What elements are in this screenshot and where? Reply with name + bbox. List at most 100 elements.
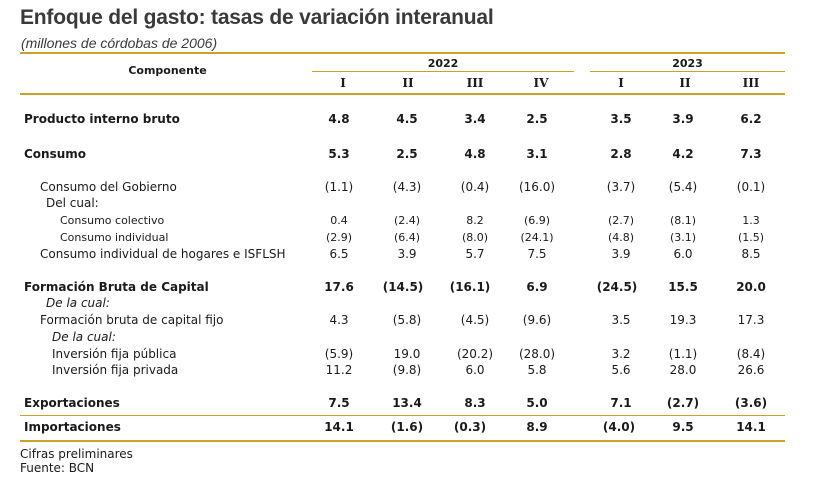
cell: (28.0): [518, 347, 556, 361]
cell: (9.6): [522, 313, 552, 327]
page-subtitle: (millones de córdobas de 2006): [21, 35, 218, 51]
divider: [20, 415, 785, 416]
cell: 8.9: [526, 420, 548, 434]
table-row: Inversión fija privada 11.2 (9.8) 6.0 5.…: [0, 363, 833, 380]
cell: 3.2: [611, 347, 631, 361]
row-label: Formación Bruta de Capital: [24, 280, 209, 294]
cell: 0.4: [330, 214, 348, 227]
table-row: Formación bruta de capital fijo 4.3 (5.8…: [0, 313, 833, 330]
cell: 20.0: [736, 280, 766, 294]
cell: (1.6): [390, 420, 424, 434]
quarter-header: II: [679, 76, 691, 90]
cell: 6.5: [329, 247, 349, 261]
table-row: Consumo del Gobierno (1.1) (4.3) (0.4) (…: [0, 180, 833, 197]
cell: 4.8: [464, 147, 486, 161]
cell: (20.2): [456, 347, 494, 361]
cell: 3.5: [611, 313, 631, 327]
table-row: Inversión fija pública (5.9) 19.0 (20.2)…: [0, 347, 833, 364]
cell: 26.6: [737, 363, 765, 377]
row-label: De la cual:: [52, 330, 116, 344]
table-row: Exportaciones 7.5 13.4 8.3 5.0 7.1 (2.7)…: [0, 396, 833, 413]
cell: (16.1): [449, 280, 491, 294]
cell: (0.4): [460, 180, 490, 194]
cell: (1.1): [668, 347, 698, 361]
cell: 7.1: [610, 396, 632, 410]
table-row: Consumo individual de hogares e ISFLSH 6…: [0, 247, 833, 264]
row-label: Consumo colectivo: [60, 214, 165, 227]
cell: (8.0): [461, 231, 489, 244]
table-row: Formación Bruta de Capital 17.6 (14.5) (…: [0, 280, 833, 297]
cell: 4.5: [396, 112, 418, 126]
year-2023-header: 2023: [672, 57, 703, 70]
cell: 8.2: [466, 214, 484, 227]
cell: (2.7): [607, 214, 635, 227]
cell: 7.5: [328, 396, 350, 410]
cell: 15.5: [668, 280, 698, 294]
cell: (2.4): [393, 214, 421, 227]
cell: (9.8): [392, 363, 422, 377]
cell: 6.2: [740, 112, 762, 126]
cell: 14.1: [736, 420, 766, 434]
cell: (4.5): [460, 313, 490, 327]
top-rule: [20, 52, 785, 54]
row-label: Del cual:: [46, 196, 99, 210]
cell: (6.4): [393, 231, 421, 244]
table-row: Consumo individual (2.9) (6.4) (8.0) (24…: [0, 231, 833, 248]
cell: (3.6): [734, 396, 768, 410]
cell: (6.9): [523, 214, 551, 227]
cell: (1.5): [737, 231, 765, 244]
cell: (2.9): [325, 231, 353, 244]
quarter-header: II: [402, 76, 414, 90]
cell: (5.9): [324, 347, 354, 361]
cell: 19.0: [393, 347, 421, 361]
footnote: Cifras preliminares: [20, 447, 133, 461]
cell: 3.5: [610, 112, 632, 126]
row-label: Consumo del Gobierno: [40, 180, 177, 194]
row-label: Consumo individual: [60, 231, 169, 244]
quarter-header: III: [466, 76, 484, 90]
row-label: Inversión fija privada: [52, 363, 179, 377]
row-label: De la cual:: [46, 296, 110, 310]
cell: (5.4): [668, 180, 698, 194]
cell: 3.9: [397, 247, 417, 261]
cell: (14.5): [382, 280, 424, 294]
cell: 5.7: [465, 247, 485, 261]
cell: 5.0: [526, 396, 548, 410]
cell: 8.5: [741, 247, 761, 261]
cell: 14.1: [324, 420, 354, 434]
cell: (24.5): [596, 280, 638, 294]
cell: (8.1): [669, 214, 697, 227]
cell: 5.6: [611, 363, 631, 377]
row-label: Formación bruta de capital fijo: [40, 313, 224, 327]
cell: 2.5: [526, 112, 548, 126]
cell: 1.3: [742, 214, 760, 227]
table-row: Producto interno bruto 4.8 4.5 3.4 2.5 3…: [0, 112, 833, 129]
component-header: Componente: [128, 64, 207, 77]
row-label: Consumo: [24, 147, 87, 161]
cell: 13.4: [392, 396, 422, 410]
cell: (4.8): [607, 231, 635, 244]
cell: 6.0: [465, 363, 485, 377]
cell: (1.1): [324, 180, 354, 194]
table-row: Del cual:: [0, 196, 833, 213]
row-label: Inversión fija pública: [52, 347, 177, 361]
year-2022-rule: [312, 71, 574, 72]
cell: 11.2: [325, 363, 353, 377]
cell: 3.9: [611, 247, 631, 261]
page-title: Enfoque del gasto: tasas de variación in…: [20, 6, 494, 29]
row-label: Consumo individual de hogares e ISFLSH: [40, 247, 286, 261]
cell: 9.5: [672, 420, 694, 434]
cell: 7.5: [527, 247, 547, 261]
cell: (0.3): [453, 420, 487, 434]
cell: 3.4: [464, 112, 486, 126]
bottom-rule: [20, 440, 785, 442]
cell: (2.7): [666, 396, 700, 410]
table-row: Importaciones 14.1 (1.6) (0.3) 8.9 (4.0)…: [0, 420, 833, 437]
quarter-header: IV: [533, 76, 549, 90]
cell: (24.1): [520, 231, 554, 244]
cell: 4.3: [329, 313, 349, 327]
cell: (3.7): [606, 180, 636, 194]
cell: 5.3: [328, 147, 350, 161]
cell: 7.3: [740, 147, 762, 161]
cell: (5.8): [392, 313, 422, 327]
